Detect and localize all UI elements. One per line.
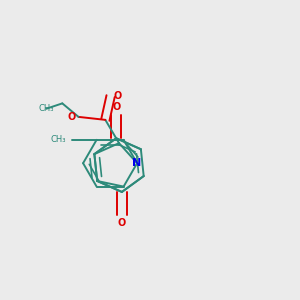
Text: O: O — [114, 91, 122, 101]
Text: O: O — [118, 218, 126, 228]
Text: N: N — [133, 158, 142, 168]
Text: O: O — [67, 112, 76, 122]
Text: CH₃: CH₃ — [38, 104, 54, 113]
Text: O: O — [112, 102, 120, 112]
Text: CH₃: CH₃ — [51, 135, 66, 144]
